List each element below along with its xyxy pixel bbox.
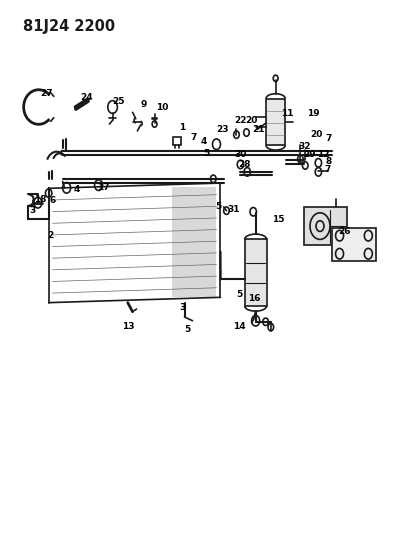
Text: 15: 15 (272, 215, 284, 224)
Text: 22: 22 (234, 116, 247, 125)
Text: 5: 5 (237, 289, 243, 298)
Text: 25: 25 (112, 97, 125, 106)
Text: 3: 3 (30, 206, 36, 215)
Text: 18: 18 (34, 195, 46, 204)
Bar (245, 239, 267, 306)
Text: 28: 28 (238, 160, 251, 169)
Text: 8: 8 (325, 157, 332, 166)
Text: 5: 5 (184, 325, 191, 334)
Text: 23: 23 (216, 125, 229, 134)
Text: 24: 24 (80, 93, 93, 102)
Text: 21: 21 (252, 125, 265, 134)
Text: 7: 7 (324, 165, 331, 174)
Text: 19: 19 (307, 109, 320, 118)
Text: 17: 17 (97, 183, 110, 192)
Text: 7: 7 (325, 134, 332, 143)
Text: 16: 16 (248, 294, 260, 303)
Text: 32: 32 (298, 142, 311, 151)
Text: 1: 1 (179, 123, 186, 132)
Text: 13: 13 (122, 321, 135, 330)
Bar (266, 99, 285, 146)
Text: 9: 9 (141, 100, 147, 109)
Text: 3: 3 (179, 303, 186, 312)
Text: 14: 14 (233, 321, 246, 330)
Bar (332, 228, 375, 261)
Text: 2: 2 (48, 231, 54, 240)
Text: 5: 5 (215, 203, 222, 212)
Text: 27: 27 (41, 89, 53, 98)
Text: 31: 31 (227, 205, 239, 214)
Bar (172, 137, 181, 146)
Text: 81J24 2200: 81J24 2200 (23, 19, 115, 34)
Text: 7: 7 (190, 133, 197, 142)
Text: 29: 29 (303, 150, 316, 159)
Text: 5: 5 (203, 149, 210, 158)
Text: 20: 20 (310, 130, 322, 139)
Text: 6: 6 (49, 196, 56, 205)
Text: 10: 10 (156, 102, 169, 111)
Text: 4: 4 (73, 185, 80, 194)
Bar (172, 187, 217, 297)
Text: 30: 30 (234, 150, 247, 159)
Bar (304, 207, 347, 245)
Text: 12: 12 (317, 150, 330, 159)
Text: 20: 20 (245, 116, 258, 125)
Text: 26: 26 (338, 227, 350, 236)
Text: 11: 11 (282, 109, 294, 118)
Text: 4: 4 (200, 137, 207, 146)
